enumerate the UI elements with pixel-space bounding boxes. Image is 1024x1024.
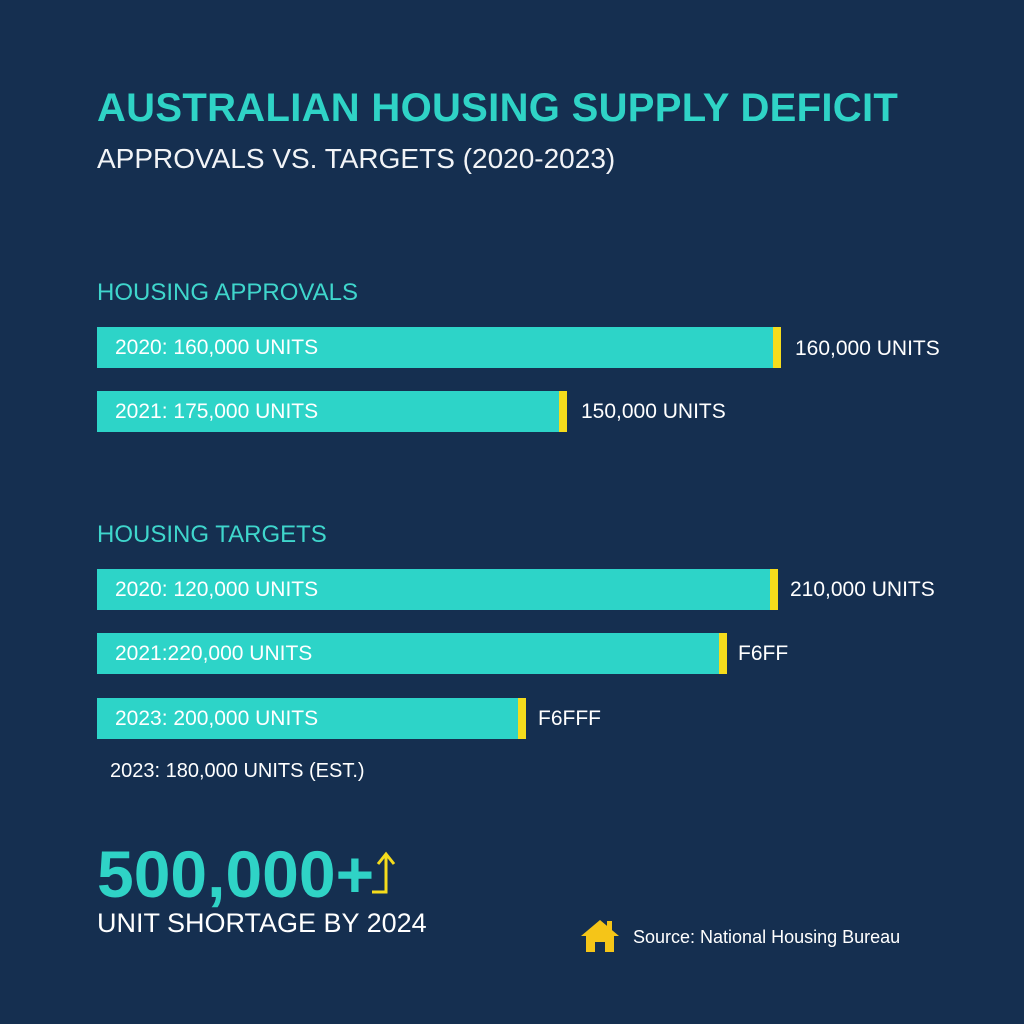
bar-label: 2020: 160,000 UNITS [115,336,319,359]
side-label: 150,000 UNITS [581,400,726,423]
bar: 2021:220,000 UNITS [97,633,727,674]
source: Source: National Housing Bureau [633,927,901,947]
bar: 2023: 200,000 UNITS [97,698,526,739]
bar-label: 2021:220,000 UNITS [115,642,313,665]
side-label: 160,000 UNITS [795,337,940,360]
highlight-value: 500,000+ [97,837,375,911]
side-label: 210,000 UNITS [790,578,935,601]
subtitle: APPROVALS VS. TARGETS (2020-2023) [97,143,616,174]
side-label: F6FFF [538,707,601,730]
section-heading: HOUSING APPROVALS [97,279,358,306]
bar: 2021: 175,000 UNITS [97,391,567,432]
bar: 2020: 160,000 UNITS [97,327,781,368]
bar: 2020: 120,000 UNITS [97,569,778,610]
highlight-caption: UNIT SHORTAGE BY 2024 [97,908,427,938]
title: AUSTRALIAN HOUSING SUPPLY DEFICIT [97,86,899,130]
bar-label: 2021: 175,000 UNITS [115,400,319,423]
bar-label: 2023: 200,000 UNITS [115,707,319,730]
house-icon [581,920,619,952]
note: 2023: 180,000 UNITS (EST.) [110,760,365,782]
side-label: F6FF [738,642,789,665]
bar-label: 2020: 120,000 UNITS [115,578,319,601]
section-heading: HOUSING TARGETS [97,521,327,548]
arrow-icon [372,851,396,894]
